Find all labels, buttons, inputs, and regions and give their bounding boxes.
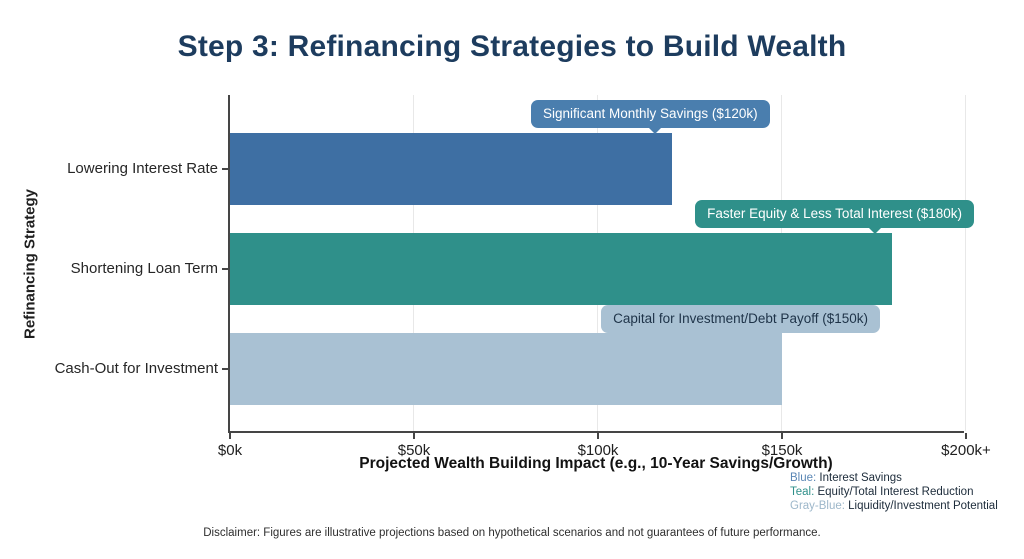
legend-color-name: Teal: [790,486,815,498]
disclaimer-text: Disclaimer: Figures are illustrative pro… [203,527,821,539]
legend-color-name: Blue: [790,472,817,484]
legend-item: Blue: Interest Savings [790,471,1020,485]
bar-annotation: Faster Equity & Less Total Interest ($18… [695,200,974,228]
y-axis-category-label: Lowering Interest Rate [67,160,218,177]
legend-label: Liquidity/Investment Potential [844,500,998,512]
bar-shortening-loan-term [230,233,893,305]
chart-title: Step 3: Refinancing Strategies to Build … [177,30,847,63]
legend-color-name: Gray-Blue: [790,500,845,512]
legend-item: Gray-Blue: Liquidity/Investment Potentia… [790,499,1020,513]
annotation-pointer [868,227,883,234]
y-axis-tick-mark [222,168,228,170]
gridline [965,95,966,431]
x-axis-title: Projected Wealth Building Impact (e.g., … [359,455,833,472]
bar-annotation: Capital for Investment/Debt Payoff ($150… [601,305,880,333]
chart-legend: Blue: Interest Savings Teal: Equity/Total… [790,471,1020,513]
x-axis-tick-label: $50k [397,442,431,459]
y-axis-tick-mark [222,268,228,270]
x-axis-tick-label: $200k+ [941,442,991,459]
legend-label: Equity/Total Interest Reduction [814,486,974,498]
x-axis-tick-mark [413,433,415,439]
x-axis-tick-label: $150k [761,442,803,459]
x-axis-tick-label: $100k [577,442,619,459]
x-axis-tick-mark [229,433,231,439]
annotation-pointer [647,127,662,134]
y-axis-tick-mark [222,368,228,370]
legend-label: Interest Savings [816,472,902,484]
x-axis-tick-mark [597,433,599,439]
y-axis-category-label: Cash-Out for Investment [54,360,218,377]
x-axis-tick-label: $0k [217,442,243,459]
x-axis-tick-mark [965,433,967,439]
x-axis-tick-mark [781,433,783,439]
bar-lowering-interest-rate [230,133,672,205]
legend-item: Teal: Equity/Total Interest Reduction [790,485,1020,499]
bar-cash-out-for-investment [230,333,782,405]
y-axis-category-label: Shortening Loan Term [70,260,218,277]
plot-area: $0k $50k $100k $150k $200k+ Lowering Interest… [55,95,991,459]
bar-annotation: Significant Monthly Savings ($120k) [531,100,770,128]
